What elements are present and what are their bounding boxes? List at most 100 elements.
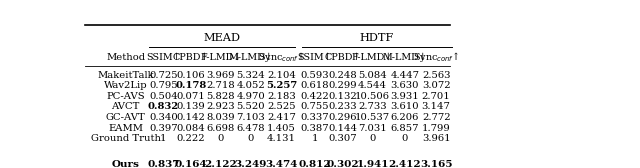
Text: 0.296: 0.296 (328, 113, 357, 122)
Text: 0.233: 0.233 (328, 102, 357, 111)
Text: 3.969: 3.969 (207, 71, 235, 80)
Text: 4.131: 4.131 (267, 134, 296, 143)
Text: 2.772: 2.772 (422, 113, 451, 122)
Text: 1: 1 (312, 134, 318, 143)
Text: 5.520: 5.520 (236, 102, 265, 111)
Text: 3.961: 3.961 (422, 134, 451, 143)
Text: 6.206: 6.206 (390, 113, 419, 122)
Text: 5.828: 5.828 (207, 92, 235, 101)
Text: CPBD↑: CPBD↑ (173, 53, 209, 61)
Text: 5.257: 5.257 (266, 81, 297, 90)
Text: 0.071: 0.071 (177, 92, 205, 101)
Text: 6.698: 6.698 (207, 124, 235, 133)
Text: MEAD: MEAD (204, 33, 241, 43)
Text: 3.630: 3.630 (390, 81, 419, 90)
Text: Sync$_{conf}$↑: Sync$_{conf}$↑ (258, 50, 305, 64)
Text: Ground Truth: Ground Truth (91, 134, 161, 143)
Text: 3.147: 3.147 (422, 102, 451, 111)
Text: 4.447: 4.447 (390, 71, 419, 80)
Text: 0.302: 0.302 (326, 160, 359, 168)
Text: 0.618: 0.618 (301, 81, 330, 90)
Text: M-LMD↓: M-LMD↓ (383, 53, 428, 61)
Text: 3.474: 3.474 (265, 160, 298, 168)
Text: 0.139: 0.139 (177, 102, 205, 111)
Text: SSIM↑: SSIM↑ (146, 53, 180, 61)
Text: 0.178: 0.178 (175, 81, 207, 90)
Text: 4.052: 4.052 (236, 81, 265, 90)
Text: 0.422: 0.422 (301, 92, 330, 101)
Text: 1.799: 1.799 (422, 124, 451, 133)
Text: 6.478: 6.478 (236, 124, 265, 133)
Text: 4.544: 4.544 (358, 81, 387, 90)
Text: 0.832: 0.832 (148, 102, 179, 111)
Text: F-LMD↓: F-LMD↓ (200, 53, 241, 61)
Text: 0.504: 0.504 (149, 92, 178, 101)
Text: 0.307: 0.307 (328, 134, 357, 143)
Text: 10.506: 10.506 (355, 92, 390, 101)
Text: 5.324: 5.324 (236, 71, 265, 80)
Text: 0.337: 0.337 (301, 113, 330, 122)
Text: 1.941: 1.941 (356, 160, 389, 168)
Text: 3.249: 3.249 (234, 160, 267, 168)
Text: SSIM↑: SSIM↑ (298, 53, 332, 61)
Text: 4.970: 4.970 (236, 92, 265, 101)
Text: MakeitTalk: MakeitTalk (97, 71, 154, 80)
Text: 2.563: 2.563 (422, 71, 451, 80)
Text: 2.122: 2.122 (205, 160, 237, 168)
Text: 0: 0 (218, 134, 224, 143)
Text: 2.412: 2.412 (388, 160, 421, 168)
Text: 0.812: 0.812 (299, 160, 332, 168)
Text: AVCT: AVCT (111, 102, 140, 111)
Text: 2.701: 2.701 (422, 92, 451, 101)
Text: 0.387: 0.387 (301, 124, 330, 133)
Text: 0.106: 0.106 (177, 71, 205, 80)
Text: 0.755: 0.755 (301, 102, 330, 111)
Text: 3.931: 3.931 (390, 92, 419, 101)
Text: 2.525: 2.525 (267, 102, 296, 111)
Text: 0.164: 0.164 (175, 160, 207, 168)
Text: 0.397: 0.397 (149, 124, 178, 133)
Text: 10.537: 10.537 (355, 113, 390, 122)
Text: 0.222: 0.222 (177, 134, 205, 143)
Text: 2.733: 2.733 (358, 102, 387, 111)
Text: 6.857: 6.857 (390, 124, 419, 133)
Text: 3.610: 3.610 (390, 102, 419, 111)
Text: 3.072: 3.072 (422, 81, 451, 90)
Text: 2.923: 2.923 (207, 102, 235, 111)
Text: 0.084: 0.084 (177, 124, 205, 133)
Text: HDTF: HDTF (360, 33, 394, 43)
Text: EAMM: EAMM (108, 124, 143, 133)
Text: 0.248: 0.248 (328, 71, 357, 80)
Text: 2.104: 2.104 (267, 71, 296, 80)
Text: 2.417: 2.417 (267, 113, 296, 122)
Text: 0.132: 0.132 (328, 92, 357, 101)
Text: Sync$_{conf}$↑: Sync$_{conf}$↑ (413, 50, 460, 64)
Text: 0: 0 (402, 134, 408, 143)
Text: 0: 0 (369, 134, 376, 143)
Text: Method: Method (106, 53, 145, 61)
Text: 1.405: 1.405 (267, 124, 296, 133)
Text: 1: 1 (160, 134, 166, 143)
Text: 0.795: 0.795 (149, 81, 178, 90)
Text: M-LMD↓: M-LMD↓ (228, 53, 273, 61)
Text: 0: 0 (248, 134, 254, 143)
Text: PC-AVS: PC-AVS (106, 92, 145, 101)
Text: 0.299: 0.299 (328, 81, 357, 90)
Text: 0.837: 0.837 (147, 160, 180, 168)
Text: 0.144: 0.144 (328, 124, 357, 133)
Text: 7.103: 7.103 (236, 113, 265, 122)
Text: Wav2Lip: Wav2Lip (104, 81, 147, 90)
Text: 0.340: 0.340 (149, 113, 178, 122)
Text: 0.142: 0.142 (177, 113, 205, 122)
Text: 7.031: 7.031 (358, 124, 387, 133)
Text: F-LMD↓: F-LMD↓ (352, 53, 394, 61)
Text: Ours: Ours (112, 160, 140, 168)
Text: 2.183: 2.183 (267, 92, 296, 101)
Text: 5.084: 5.084 (358, 71, 387, 80)
Text: 0.593: 0.593 (301, 71, 330, 80)
Text: 2.718: 2.718 (207, 81, 236, 90)
Text: 8.039: 8.039 (207, 113, 235, 122)
Text: 3.165: 3.165 (420, 160, 452, 168)
Text: 0.725: 0.725 (149, 71, 178, 80)
Text: CPBD↑: CPBD↑ (324, 53, 361, 61)
